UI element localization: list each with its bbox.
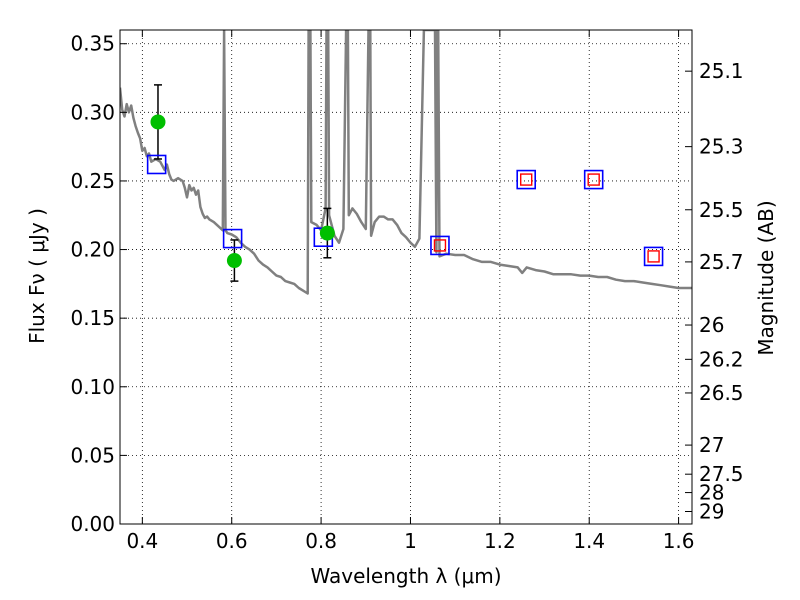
y-tick-label: 0.30 [70, 100, 115, 124]
model-band-point [146, 154, 167, 175]
y-tick-label: 0.05 [70, 443, 115, 467]
model-band-point [430, 235, 450, 256]
y2-tick-label: 26 [699, 313, 724, 337]
model-band-point [516, 169, 537, 190]
x-tick-label: 0.4 [126, 529, 158, 553]
y-axis-label: Flux Fν ( μJy ) [25, 208, 49, 344]
y2-tick-label: 29 [699, 500, 724, 524]
y2-tick-label: 27.5 [699, 462, 744, 486]
x-tick-label: 1.6 [663, 529, 695, 553]
plot-area [120, 30, 692, 295]
y-tick-label: 0.00 [70, 512, 115, 536]
y-tick-label: 0.35 [70, 32, 115, 56]
x-tick-label: 0.8 [305, 529, 337, 553]
observed-point [319, 225, 335, 241]
axes-frame [119, 29, 693, 525]
y-tick-label: 0.20 [70, 238, 115, 262]
y2-tick-label: 28 [699, 481, 724, 505]
model-band-inner-point [587, 173, 600, 186]
x-tick-label: 0.6 [216, 529, 248, 553]
y-tick-label: 0.10 [70, 375, 115, 399]
y2-tick-label: 25.3 [699, 135, 744, 159]
y-tick-label: 0.15 [70, 306, 115, 330]
x-axis-label: Wavelength λ (μm) [310, 564, 501, 588]
y2-tick-label: 27 [699, 433, 724, 457]
model-band-point [643, 246, 664, 267]
model-band-inner-point [520, 173, 533, 186]
y-tick-label: 0.25 [70, 169, 115, 193]
y2-tick-label: 26.2 [699, 347, 744, 371]
y2-tick-label: 25.1 [699, 59, 744, 83]
y2-tick-label: 25.7 [699, 250, 744, 274]
tick-marks [120, 30, 692, 525]
observed-point [226, 253, 242, 269]
y2-axis-label: Magnitude (AB) [754, 200, 778, 355]
x-tick-label: 1 [404, 529, 417, 553]
y2-tick-label: 25.5 [699, 198, 744, 222]
model-band-inner-point [433, 239, 447, 252]
model-band-point [583, 169, 604, 190]
tick-labels: 0.4 0.6 0.8 1 1.2 1.4 1.6 0.00 0.05 0.10 0.15 0.20 0… [70, 32, 743, 553]
y2-tick-label: 26.5 [699, 381, 744, 405]
x-tick-label: 1.4 [573, 529, 605, 553]
grid [120, 30, 692, 524]
model-band-point [222, 228, 243, 249]
model-sed-line [120, 30, 692, 295]
observed-point [150, 114, 166, 130]
x-tick-label: 1.2 [484, 529, 516, 553]
model-band-inner-point [647, 250, 660, 263]
